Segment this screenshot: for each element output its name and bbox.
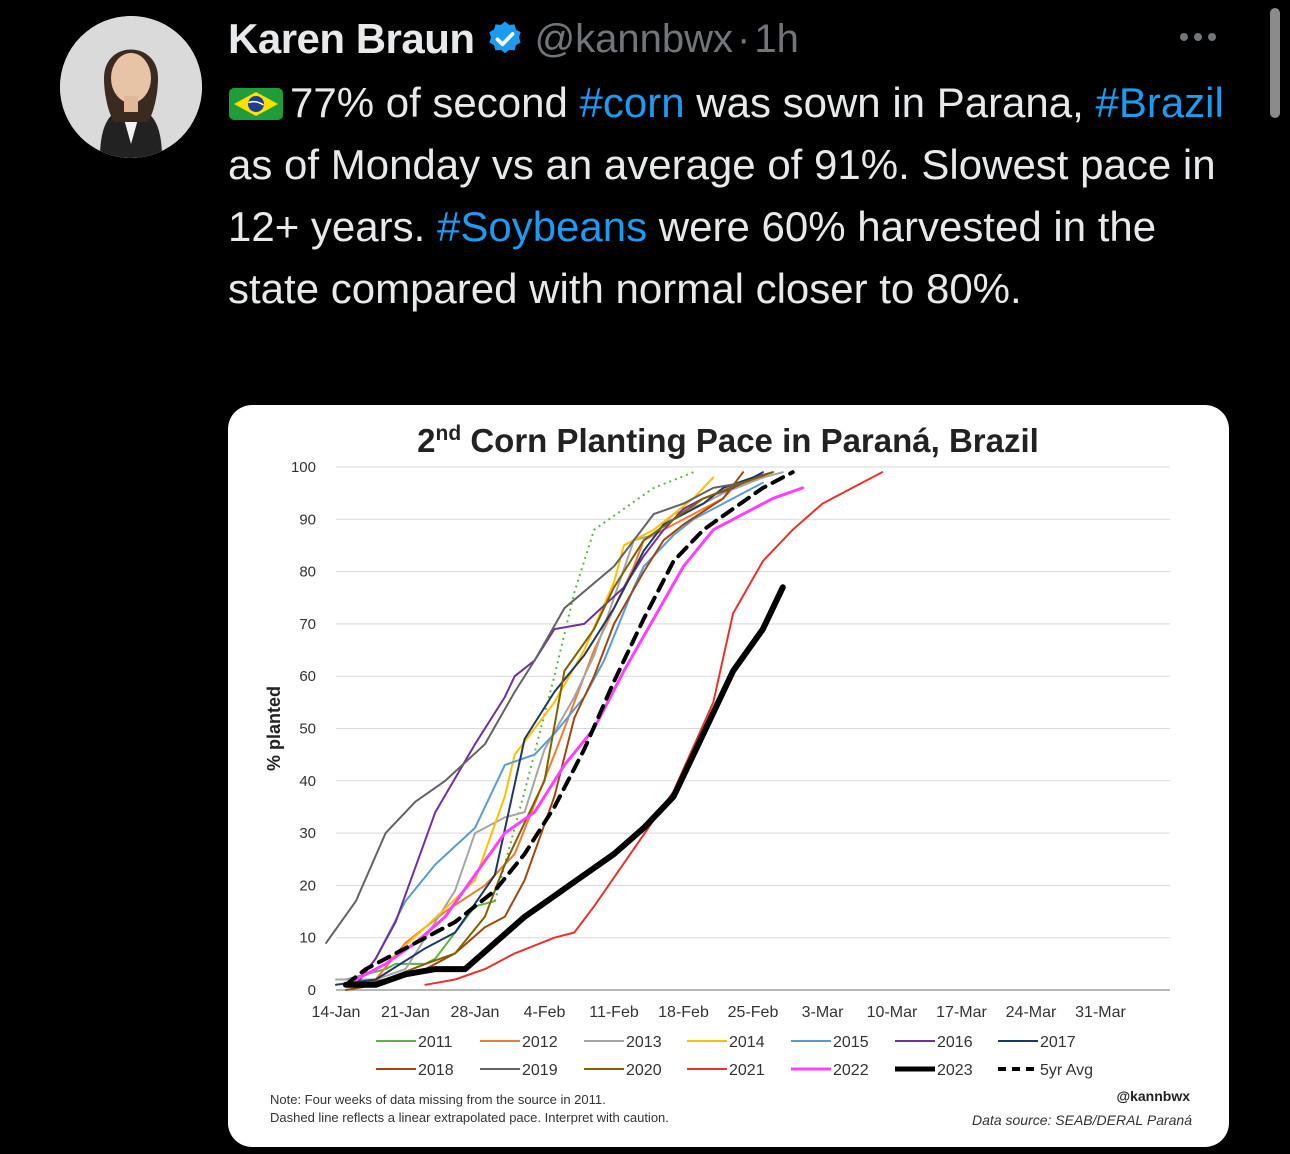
chart-note-line: Dashed line reflects a linear extrapolat… xyxy=(270,1110,669,1125)
y-tick-label: 20 xyxy=(299,877,316,894)
y-tick-label: 70 xyxy=(299,616,316,633)
hashtag-link[interactable]: #Soybeans xyxy=(436,203,648,250)
series-line-2023 xyxy=(342,584,786,988)
tweet-text-segment: 77% of second xyxy=(290,79,580,126)
series-line-2019 xyxy=(325,481,745,944)
tweet-body: 77% of second #corn was sown in Parana, … xyxy=(228,79,1224,312)
tweet-text-segment: were 60% harvested in the state compared… xyxy=(228,203,1157,312)
chart-source: Data source: SEAB/DERAL Paraná xyxy=(972,1112,1192,1128)
tweet-text-segment: was sown in Parana, xyxy=(684,79,1096,126)
legend-label: 2014 xyxy=(729,1034,765,1051)
legend-label: 2017 xyxy=(1040,1034,1076,1051)
hashtag-link[interactable]: #corn xyxy=(579,79,685,126)
chart-credit: @kannbwx xyxy=(1116,1088,1190,1104)
avatar[interactable] xyxy=(60,16,202,158)
x-tick-label: 10-Mar xyxy=(867,1004,918,1021)
x-tick-label: 11-Feb xyxy=(589,1004,639,1021)
legend-label: 2011 xyxy=(418,1034,453,1051)
hashtag-link[interactable]: #Brazil xyxy=(1095,79,1224,126)
chart-image[interactable]: 2nd Corn Planting Pace in Paraná, Brazil… xyxy=(228,405,1229,1147)
x-tick-label: 28-Jan xyxy=(451,1004,500,1021)
tweet-text: 77% of second #corn was sown in Parana, … xyxy=(228,72,1238,320)
chart-note-line: Note: Four weeks of data missing from th… xyxy=(270,1092,606,1107)
legend-label: 2012 xyxy=(522,1034,558,1051)
legend-label: 2016 xyxy=(937,1034,973,1051)
author-name[interactable]: Karen Braun xyxy=(228,15,475,62)
y-tick-label: 90 xyxy=(299,511,316,528)
author-handle[interactable]: @kannbwx xyxy=(534,16,734,61)
more-options-icon[interactable] xyxy=(1180,22,1226,52)
y-tick-label: 50 xyxy=(299,721,316,738)
y-tick-label: 10 xyxy=(299,930,316,947)
chart-title-ordinal: 2 xyxy=(417,422,435,459)
verified-badge-icon xyxy=(485,19,525,59)
series-line-2020 xyxy=(354,471,774,986)
x-tick-label: 31-Mar xyxy=(1075,1004,1126,1021)
legend-label: 5yr Avg xyxy=(1040,1062,1093,1079)
series-extrapolation-2011 xyxy=(493,471,694,902)
legend-label: 2013 xyxy=(626,1034,662,1051)
legend-label: 2015 xyxy=(833,1034,869,1051)
x-tick-label: 24-Mar xyxy=(1006,1004,1057,1021)
tweet-text-segment: as of Monday vs an average of 91%. Slowe… xyxy=(228,141,1216,250)
x-tick-label: 18-Feb xyxy=(658,1004,709,1021)
legend-label: 2023 xyxy=(937,1062,973,1079)
x-tick-label: 21-Jan xyxy=(381,1004,430,1021)
profile-photo xyxy=(60,16,202,158)
series-line-2022 xyxy=(354,486,805,981)
scrollbar[interactable] xyxy=(1270,8,1280,118)
chart-title-text: Corn Planting Pace in Paraná, Brazil xyxy=(461,422,1039,459)
y-tick-label: 100 xyxy=(291,459,316,476)
x-tick-label: 3-Mar xyxy=(802,1004,844,1021)
chart-note: Note: Four weeks of data missing from th… xyxy=(270,1092,669,1125)
time-separator: · xyxy=(737,16,751,61)
legend-label: 2018 xyxy=(418,1062,454,1079)
series-line-2018 xyxy=(344,471,745,991)
x-tick-label: 25-Feb xyxy=(728,1004,779,1021)
y-tick-label: 60 xyxy=(299,668,316,685)
y-tick-label: 0 xyxy=(308,982,316,999)
y-axis-label: % planted xyxy=(264,686,284,771)
brazil-flag-icon xyxy=(228,76,284,120)
series-line-2017 xyxy=(335,471,764,986)
chart-title: 2nd Corn Planting Pace in Paraná, Brazil xyxy=(417,422,1039,459)
line-chart: 2nd Corn Planting Pace in Paraná, Brazil… xyxy=(264,422,1192,1128)
legend-label: 2022 xyxy=(833,1062,869,1079)
legend-label: 2019 xyxy=(522,1062,558,1079)
legend-label: 2020 xyxy=(626,1062,662,1079)
y-tick-label: 80 xyxy=(299,564,316,581)
legend-label: 2021 xyxy=(729,1062,765,1079)
series-line-5yr-avg xyxy=(343,470,795,987)
x-tick-label: 14-Jan xyxy=(312,1004,361,1021)
tweet-time[interactable]: 1h xyxy=(754,16,799,61)
y-tick-label: 30 xyxy=(299,825,316,842)
tweet-header: Karen Braun @kannbwx · 1h xyxy=(228,14,799,64)
chart-title-superscript: nd xyxy=(436,422,462,445)
x-tick-label: 4-Feb xyxy=(524,1004,566,1021)
y-tick-label: 40 xyxy=(299,773,316,790)
x-tick-label: 17-Mar xyxy=(936,1004,987,1021)
